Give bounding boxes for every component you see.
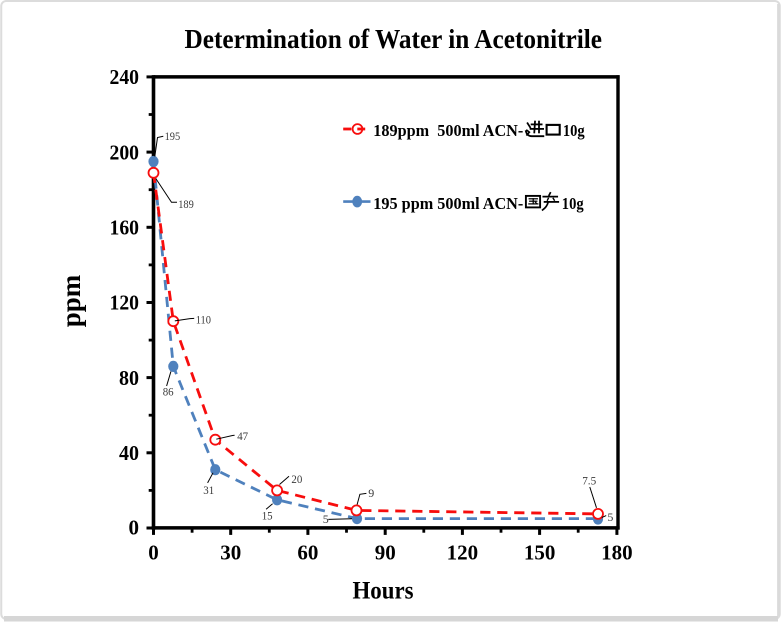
svg-text:0: 0 bbox=[129, 516, 140, 540]
svg-text:60: 60 bbox=[297, 541, 318, 565]
svg-text:160: 160 bbox=[110, 216, 140, 240]
svg-text:195: 195 bbox=[165, 129, 181, 143]
svg-text:Hours: Hours bbox=[353, 578, 414, 605]
svg-text:31: 31 bbox=[203, 483, 214, 497]
svg-text:Determination of Water in Acet: Determination of Water in Acetonitrile bbox=[185, 23, 603, 54]
svg-text:15: 15 bbox=[262, 508, 273, 522]
svg-text:189: 189 bbox=[178, 197, 194, 211]
svg-text:10g: 10g bbox=[563, 121, 585, 140]
svg-text:195 ppm 500ml ACN-: 195 ppm 500ml ACN- bbox=[373, 194, 523, 213]
svg-text:86: 86 bbox=[163, 384, 174, 398]
svg-text:10g: 10g bbox=[562, 194, 584, 213]
svg-text:20: 20 bbox=[291, 472, 302, 486]
svg-text:5: 5 bbox=[607, 510, 613, 524]
svg-text:200: 200 bbox=[110, 140, 140, 164]
svg-text:ppm: ppm bbox=[56, 274, 86, 327]
svg-text:240: 240 bbox=[110, 65, 140, 89]
svg-text:90: 90 bbox=[375, 541, 396, 565]
svg-text:150: 150 bbox=[524, 541, 556, 565]
svg-text:5: 5 bbox=[323, 512, 329, 526]
svg-text:40: 40 bbox=[119, 441, 139, 465]
svg-text:189ppm 500ml ACN-: 189ppm 500ml ACN- bbox=[373, 121, 523, 140]
svg-text:120: 120 bbox=[110, 291, 140, 315]
svg-text:80: 80 bbox=[119, 366, 139, 390]
svg-text:0: 0 bbox=[148, 541, 159, 565]
svg-text:47: 47 bbox=[237, 429, 248, 443]
svg-text:180: 180 bbox=[601, 541, 633, 565]
svg-text:9: 9 bbox=[368, 486, 374, 500]
svg-text:7.5: 7.5 bbox=[582, 474, 596, 488]
svg-text:30: 30 bbox=[220, 541, 241, 565]
svg-text:110: 110 bbox=[196, 313, 211, 327]
svg-text:120: 120 bbox=[447, 541, 479, 565]
